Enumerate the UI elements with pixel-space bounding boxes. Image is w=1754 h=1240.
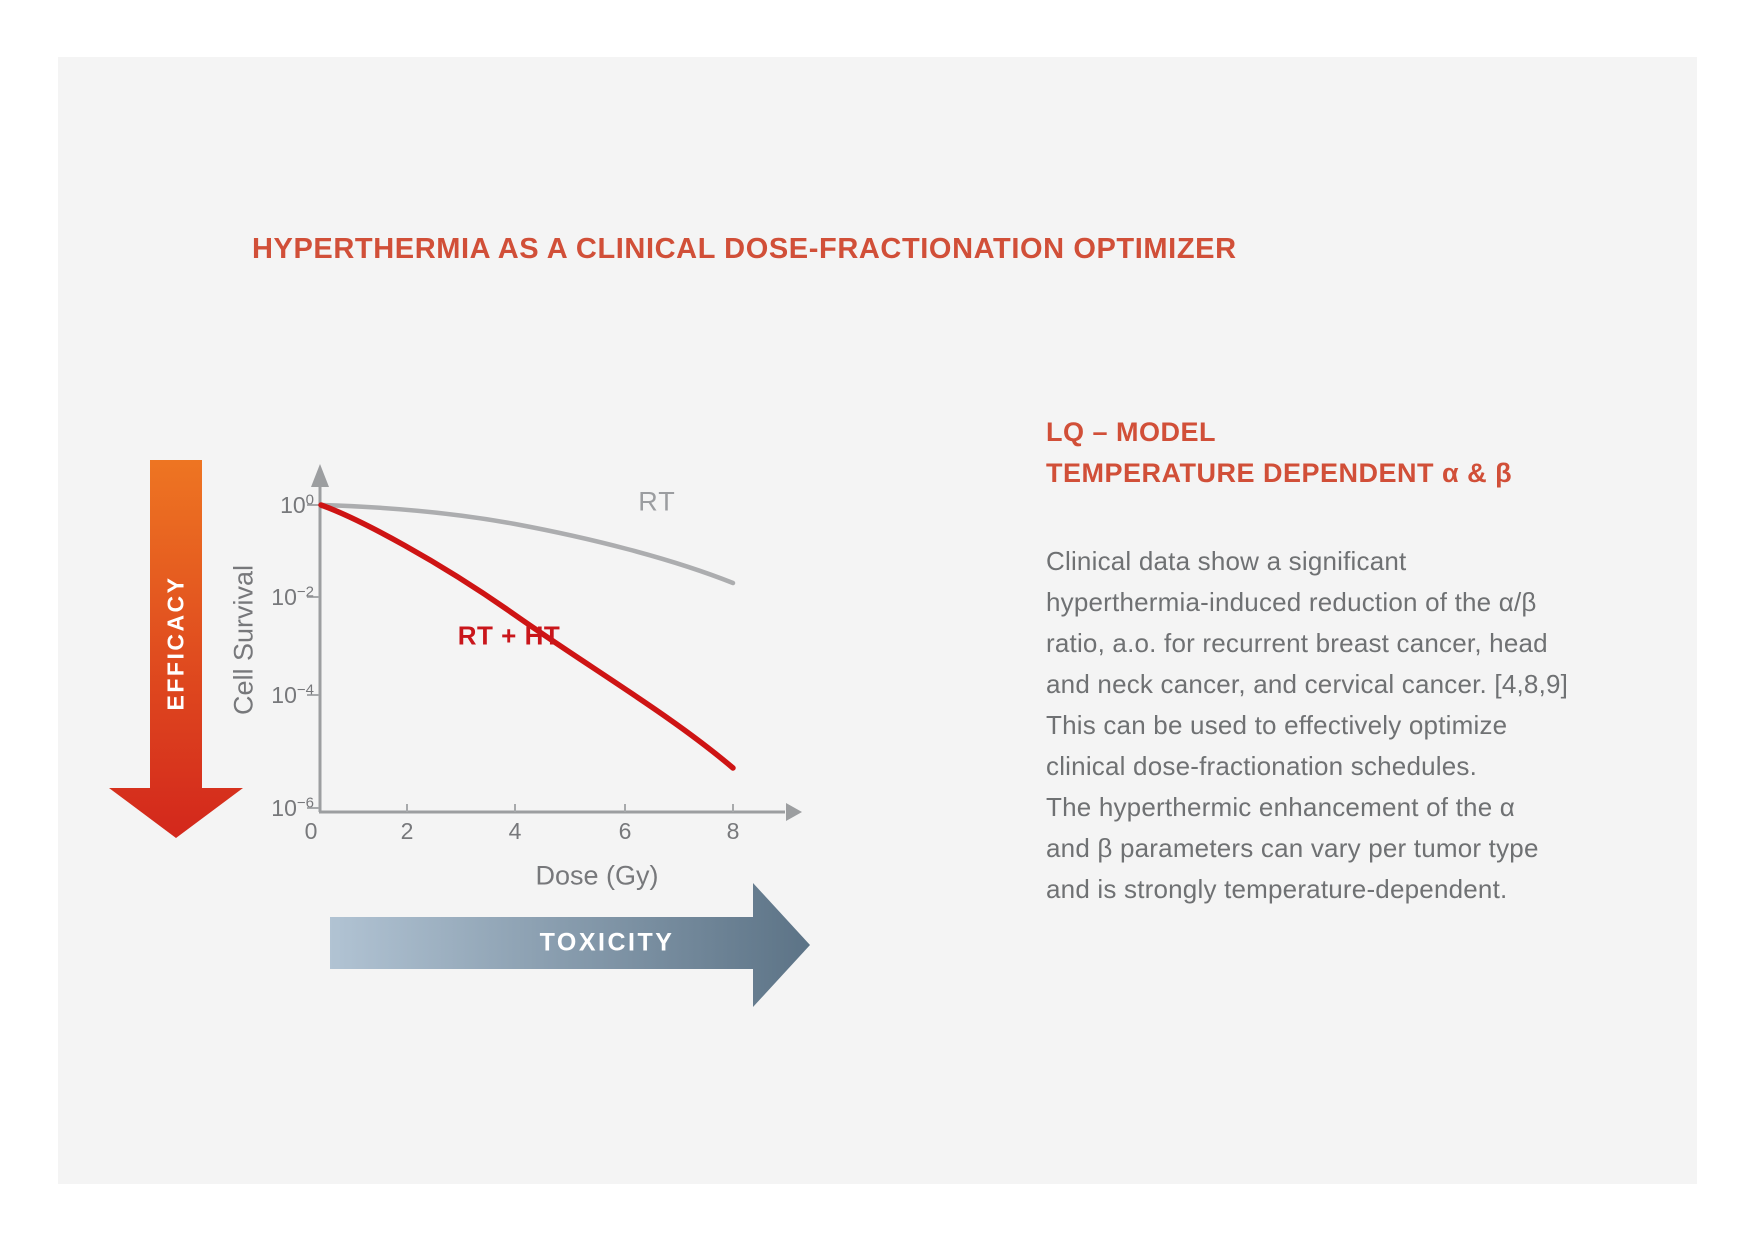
y-tick-label: 10−2 [200,584,314,610]
toxicity-arrow-label: TOXICITY [539,928,675,957]
body-line: The hyperthermic enhancement of the α [1046,792,1516,822]
y-tick-exp: 0 [305,491,314,509]
efficacy-arrow-label: EFFICACY [162,575,189,711]
body-line: and is strongly temperature-dependent. [1046,874,1508,904]
y-tick-exp: −2 [296,583,314,601]
x-axis-title: Dose (Gy) [535,860,659,891]
efficacy-arrow [109,460,243,838]
y-tick-label: 100 [200,492,314,518]
y-tick-base: 10 [271,584,297,610]
rt-curve [318,502,736,586]
x-tick-label: 8 [726,818,740,844]
body-line: and β parameters can vary per tumor type [1046,833,1539,863]
body-line: and neck cancer, and cervical cancer. [4… [1046,669,1569,699]
right-panel-heading: LQ – MODEL TEMPERATURE DEPENDENT α & β [1046,412,1512,494]
y-axis-arrowhead-icon [311,464,329,487]
y-tick-base: 10 [280,492,306,518]
rt-ht-curve-label: RT + HT [457,620,561,651]
body-line: This can be used to effectively optimize [1046,710,1508,740]
x-tick-label: 2 [400,818,414,844]
y-tick-label: 10−4 [200,682,314,708]
content-panel [58,57,1697,1184]
y-tick-label: 10−6 [200,795,314,821]
heading-line: LQ – MODEL [1046,417,1217,447]
body-line: clinical dose-fractionation schedules. [1046,751,1478,781]
body-line: hyperthermia-induced reduction of the α/… [1046,587,1537,617]
y-tick-base: 10 [271,795,297,821]
y-tick-exp: −6 [296,794,314,812]
x-tick-label: 4 [508,818,522,844]
right-panel-body: Clinical data show a significant hyperth… [1046,541,1568,910]
rt-curve-label: RT [638,486,676,517]
page-title: HYPERTHERMIA AS A CLINICAL DOSE-FRACTION… [252,233,1237,265]
toxicity-arrow [330,883,810,1007]
x-axis-arrowhead-icon [786,803,802,821]
x-tick-label: 6 [618,818,632,844]
body-line: Clinical data show a significant [1046,546,1407,576]
x-tick-label: 0 [304,818,318,844]
heading-line: TEMPERATURE DEPENDENT α & β [1046,458,1513,488]
y-tick-base: 10 [271,682,297,708]
body-line: ratio, a.o. for recurrent breast cancer,… [1046,628,1548,658]
y-tick-exp: −4 [296,681,314,699]
rt-ht-curve [318,502,736,771]
